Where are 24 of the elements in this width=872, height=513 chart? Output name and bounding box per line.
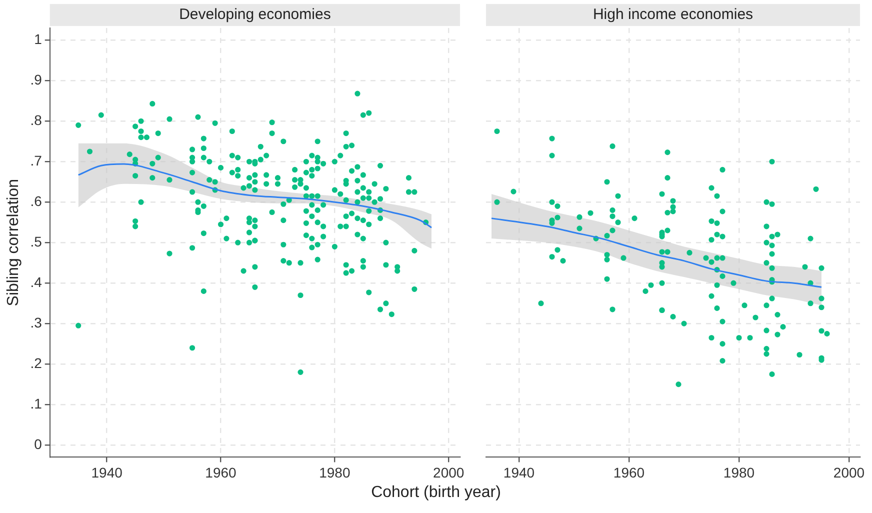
x-tick-label: 1980 <box>319 464 350 480</box>
x-tick-label: 2000 <box>433 464 464 480</box>
x-tick-label: 1960 <box>205 464 237 480</box>
y-tick-label: .7 <box>30 152 42 168</box>
x-tick-label: 1960 <box>613 464 645 480</box>
y-tick-label: .2 <box>30 354 42 371</box>
x-tick-label: 2000 <box>833 464 865 480</box>
line-series <box>78 163 432 228</box>
y-tick-label: .9 <box>30 71 42 88</box>
y-tick-label: .3 <box>30 314 42 330</box>
x-axis-title: Cohort (birth year) <box>370 484 502 502</box>
x-tick-label: 1940 <box>91 464 123 480</box>
chart-title: High income economies <box>592 6 754 24</box>
y-tick-label: 0 <box>34 436 42 452</box>
x-tick-label: 1980 <box>723 464 755 480</box>
y-tick-label: .4 <box>30 274 42 290</box>
y-tick-label: .5 <box>30 233 42 250</box>
y-tick-label: .6 <box>30 192 42 209</box>
x-tick-label: 1940 <box>503 464 535 480</box>
y-tick-label: 1 <box>34 31 42 48</box>
chart-title: Developing economies <box>179 6 331 24</box>
y-axis-title: Sibling correlation <box>5 179 22 306</box>
y-tick-label: .1 <box>30 395 42 412</box>
y-tick-label: .8 <box>30 112 42 128</box>
